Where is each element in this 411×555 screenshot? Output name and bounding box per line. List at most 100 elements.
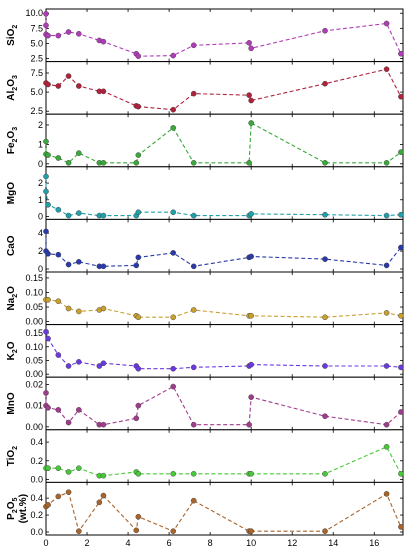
data-point [76, 528, 82, 534]
data-point [190, 160, 197, 166]
panel-p2o5: 0.0 0.2 0.4 P2O5 (wt.%) [6, 481, 404, 537]
data-point [55, 493, 62, 500]
data-point [398, 364, 404, 371]
x-tick-label: 16 [369, 538, 379, 548]
data-point [246, 160, 252, 166]
y-tick-label: 0.05 [25, 302, 43, 312]
data-point [398, 149, 404, 155]
data-point [170, 125, 177, 131]
data-point [55, 32, 62, 39]
x-axis: 0246810121416Distance (m) [43, 538, 379, 555]
panel-mno: 0.00 0.01 0.02 MnO [6, 376, 404, 432]
y-tick-label: 2 [38, 178, 43, 188]
data-point [43, 138, 49, 145]
y-axis-label-part: 2 [12, 138, 19, 142]
data-point [76, 308, 82, 315]
y-tick-label: 2.5 [30, 106, 43, 116]
y-tick-label: 0.2 [30, 456, 43, 466]
y-axis-label-part: 3 [12, 127, 19, 131]
data-point [170, 106, 177, 113]
y-axis-label-p2o5: P2O5 [6, 497, 19, 519]
y-tick-label: 0.4 [30, 493, 43, 503]
y-axis-label-mno: MnO [6, 392, 17, 414]
data-point [170, 52, 177, 59]
data-point [135, 314, 142, 321]
y-axis-label-part: 2 [12, 25, 19, 29]
y-tick-label: 5.0 [30, 38, 43, 48]
data-point [55, 352, 62, 358]
data-point [65, 469, 72, 475]
y-tick-label: 0 [38, 211, 43, 221]
y-tick-label: 0 [38, 159, 43, 169]
data-point [96, 363, 103, 369]
y-tick-label: 0.00 [25, 422, 43, 432]
data-point [76, 359, 82, 365]
data-point [65, 160, 72, 166]
series-line-p2o5 [45, 491, 402, 533]
data-point [43, 11, 49, 17]
data-point [45, 296, 51, 303]
data-point [135, 152, 142, 158]
data-point [190, 364, 197, 371]
y-tick-label: 0.15 [25, 328, 43, 338]
y-axis-label-part: CaO [6, 235, 17, 256]
data-point [170, 314, 177, 321]
data-point [248, 312, 254, 319]
data-point [246, 421, 252, 428]
data-point [76, 83, 82, 89]
data-point [248, 45, 254, 52]
data-point [45, 32, 51, 39]
data-point [190, 90, 197, 97]
data-point [190, 497, 197, 504]
data-point [43, 228, 49, 235]
y-axis-label-part: Al [6, 90, 17, 100]
y-axis-label-part: 2 [12, 349, 19, 353]
data-point [246, 40, 252, 46]
y-axis-label-part: O [6, 501, 17, 509]
data-point [100, 88, 107, 95]
data-point [322, 256, 328, 262]
data-point [170, 471, 177, 477]
series-line-mno [45, 385, 402, 426]
data-point [135, 365, 142, 372]
panel-frame [45, 61, 404, 115]
x-tick-label: 6 [167, 538, 172, 548]
y-axis-label-na2o: Na2O [6, 286, 19, 311]
y-axis-label-part: O [6, 286, 17, 294]
data-point [383, 20, 390, 27]
y-axis-label-part: 2 [12, 294, 19, 298]
data-point [133, 527, 140, 534]
data-point [190, 42, 197, 49]
data-point [133, 415, 140, 422]
panel-frame [45, 166, 404, 220]
data-point [398, 93, 404, 100]
data-point [76, 30, 82, 37]
data-point [398, 409, 404, 415]
data-point [76, 407, 82, 413]
data-point [100, 472, 107, 479]
y-axis-label-cao: CaO [6, 235, 17, 256]
data-point [65, 363, 72, 369]
data-point [322, 160, 328, 166]
y-tick-label: 2 [38, 246, 43, 256]
panel-frame [45, 271, 404, 326]
data-point [100, 160, 107, 166]
data-point [135, 53, 142, 59]
data-point [383, 160, 390, 166]
y-axis-label-sio2: SiO2 [6, 25, 19, 46]
panel-sio2: 2.5 5.0 7.5 10.0 SiO2 [6, 8, 404, 64]
data-point [65, 29, 72, 35]
y-axis-label-mgo: MgO [6, 182, 17, 204]
y-tick-label: 0.2 [30, 510, 43, 520]
data-point [65, 261, 72, 268]
data-point [65, 212, 72, 219]
data-point [133, 262, 140, 269]
data-point [190, 263, 197, 270]
data-point [383, 421, 390, 428]
data-point [100, 492, 107, 499]
y-axis-label-part: K [6, 352, 17, 360]
data-point [190, 307, 197, 313]
data-point [45, 201, 51, 208]
data-point [383, 66, 390, 72]
y-axis-label-k2o: K2O [6, 341, 19, 360]
